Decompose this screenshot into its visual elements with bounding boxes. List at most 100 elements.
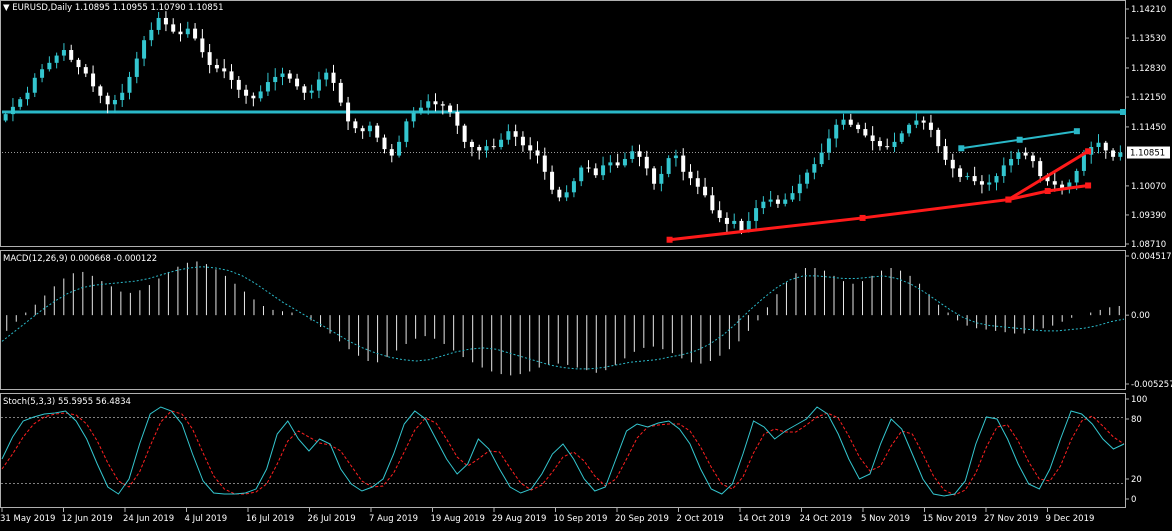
- price-candle: [69, 44, 74, 63]
- price-candle: [958, 165, 963, 183]
- price-candle: [812, 157, 817, 180]
- trendline-2[interactable]: [1007, 149, 1089, 201]
- price-candle: [1089, 141, 1094, 164]
- date-axis-label: 7 Aug 2019: [369, 514, 418, 524]
- macd-axis-label: 0.004517: [1131, 252, 1172, 262]
- price-candle: [98, 84, 103, 104]
- price-candle: [943, 138, 948, 166]
- price-candle: [32, 73, 37, 98]
- trendline-anchor[interactable]: [1085, 182, 1092, 189]
- stoch-main-line: [1, 406, 1125, 497]
- price-candle: [644, 150, 649, 176]
- price-candle: [1103, 140, 1108, 159]
- date-axis-label: 26 Jul 2019: [308, 514, 356, 524]
- stoch-axis-label: 100: [1131, 395, 1147, 405]
- horizontal-line-anchor[interactable]: [1120, 108, 1126, 115]
- date-axis-label: 19 Aug 2019: [431, 514, 485, 524]
- price-candle: [353, 118, 358, 134]
- price-candle: [273, 68, 278, 91]
- date-axis-label: 24 Jun 2019: [123, 514, 174, 524]
- price-candle: [134, 51, 139, 84]
- macd-signal-line: [1, 266, 1125, 370]
- price-candle: [200, 29, 205, 58]
- price-candle: [120, 83, 125, 107]
- price-candle: [404, 118, 409, 148]
- date-axis-label: 10 Sep 2019: [554, 514, 608, 524]
- price-candle: [513, 124, 518, 147]
- price-candle: [491, 138, 496, 150]
- price-candle: [309, 84, 314, 99]
- price-candle: [870, 126, 875, 151]
- macd-axis-label: 0.00: [1131, 311, 1150, 321]
- price-candle: [688, 164, 693, 186]
- price-chart-title: ▼ EURUSD,Daily 1.10895 1.10955 1.10790 1…: [3, 3, 224, 13]
- price-candle: [914, 113, 919, 129]
- price-candle: [214, 58, 219, 73]
- trendline-anchor[interactable]: [1005, 196, 1012, 203]
- trendline-anchor[interactable]: [1073, 128, 1080, 135]
- date-axis-label: 16 Jul 2019: [246, 514, 294, 524]
- price-candle: [892, 132, 897, 153]
- macd-title: MACD(12,26,9) 0.000668 -0.000122: [3, 254, 157, 264]
- price-axis-label: 1.12830: [1131, 64, 1166, 74]
- panel-frames: [0, 0, 1126, 508]
- price-candle: [506, 124, 511, 145]
- price-axis-label: 1.10070: [1131, 182, 1166, 192]
- price-axis-label: 1.12150: [1131, 93, 1166, 103]
- date-axis-label: 15 Nov 2019: [923, 514, 977, 524]
- trendline-anchor[interactable]: [1085, 148, 1092, 155]
- price-candle: [790, 185, 795, 202]
- trendline-anchor[interactable]: [859, 214, 866, 221]
- price-candle: [156, 11, 161, 35]
- price-candle: [10, 98, 15, 122]
- price-candle: [535, 141, 540, 164]
- price-candle: [324, 68, 329, 87]
- price-candle: [1001, 157, 1006, 183]
- price-candle: [105, 92, 110, 114]
- price-candle: [1052, 172, 1057, 192]
- date-axis-label: 14 Oct 2019: [738, 514, 791, 524]
- price-candle: [673, 149, 678, 167]
- stoch-axis-label: 0: [1131, 495, 1136, 505]
- price-candle: [877, 137, 882, 151]
- trendline-anchor[interactable]: [1016, 136, 1023, 143]
- date-axis-label: 9 Dec 2019: [1046, 514, 1095, 524]
- trendline-1[interactable]: [669, 198, 1009, 242]
- macd-axis-label: -0.005257: [1131, 380, 1172, 390]
- price-candle: [586, 160, 591, 173]
- price-candle: [637, 144, 642, 167]
- panel-titles: ▼ EURUSD,Daily 1.10895 1.10955 1.10790 1…: [3, 3, 224, 407]
- price-candle: [18, 97, 23, 110]
- price-candle: [557, 186, 562, 202]
- trendline-anchor[interactable]: [666, 236, 673, 243]
- price-candle: [54, 52, 59, 69]
- price-candle: [61, 43, 66, 61]
- price-candle: [433, 93, 438, 112]
- svg-text:1.10851: 1.10851: [1130, 149, 1165, 159]
- price-candle: [462, 123, 467, 149]
- price-candle: [149, 22, 154, 47]
- price-candle: [25, 86, 30, 106]
- price-axis-label: 1.09390: [1131, 211, 1166, 221]
- price-candle: [418, 100, 423, 115]
- price-candle: [571, 178, 576, 198]
- price-candle: [287, 70, 292, 83]
- trendline-anchor[interactable]: [1044, 188, 1051, 195]
- price-candle: [185, 21, 190, 38]
- date-axis-label: 27 Nov 2019: [984, 514, 1038, 524]
- price-candle: [987, 174, 992, 191]
- price-candle: [1016, 149, 1021, 165]
- price-candle: [805, 169, 810, 189]
- price-candle: [484, 139, 489, 158]
- price-candle: [258, 85, 263, 102]
- price-candle: [622, 152, 627, 168]
- price-candle: [411, 107, 416, 128]
- price-candle: [797, 174, 802, 202]
- price-candle: [1118, 145, 1123, 161]
- price-axis-label: 1.08710: [1131, 240, 1166, 250]
- trendline-anchor[interactable]: [958, 145, 965, 152]
- price-candle: [550, 165, 555, 195]
- price-candle: [965, 172, 970, 180]
